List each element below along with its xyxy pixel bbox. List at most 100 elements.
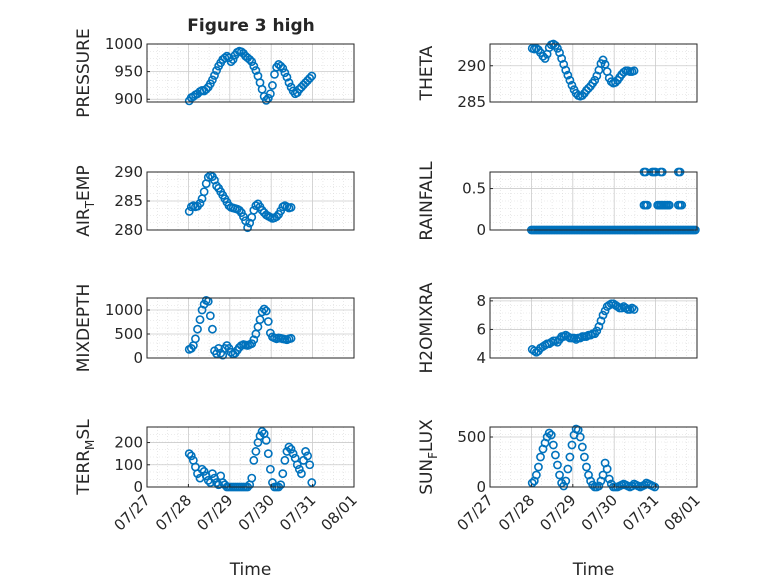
data-point (226, 57, 236, 67)
data-point (563, 464, 573, 474)
x-tick-label: 08/01 (661, 491, 704, 534)
x-axis-label: Time (572, 560, 615, 580)
y-tick-label: 285 (457, 93, 486, 111)
y-tick-label: 290 (457, 57, 486, 75)
y-axis-label: TERRMSL (74, 419, 97, 496)
data-point (251, 66, 261, 75)
data-point (629, 66, 639, 76)
data-point (243, 223, 253, 233)
data-point (307, 478, 317, 487)
y-axis-label: SUNFLUX (417, 419, 440, 495)
data-point (548, 440, 558, 450)
x-tick-label: 07/30 (235, 491, 278, 534)
axes-box (489, 297, 698, 359)
y-tick-label: 0 (133, 349, 143, 367)
data-point (276, 61, 286, 71)
y-tick-label: 0.5 (462, 180, 486, 198)
data-point (257, 427, 267, 436)
data-point (594, 322, 604, 331)
data-point (228, 55, 238, 64)
data-point (565, 452, 575, 462)
subplot-rainfall: 0 0.5 RAINFALL (417, 161, 700, 241)
plot-area (490, 44, 697, 102)
y-tick-label: 0 (476, 478, 486, 496)
data-point (297, 469, 306, 479)
data-point (278, 63, 288, 73)
data-point (577, 442, 587, 452)
data-point (598, 310, 608, 320)
data-point (544, 428, 554, 438)
axes-box (489, 43, 698, 103)
data-point (268, 81, 277, 90)
data-point (307, 71, 317, 81)
data-point (531, 470, 541, 480)
data-point (199, 467, 209, 476)
axes-box (489, 171, 698, 231)
data-point (214, 343, 224, 353)
data-point (261, 306, 271, 316)
x-axis-label: Time (229, 560, 272, 580)
data-point (247, 57, 257, 67)
data-point (592, 326, 602, 336)
data-point (596, 316, 606, 326)
y-tick-label: 500 (114, 325, 143, 343)
data-point (551, 450, 560, 460)
data-point (284, 442, 294, 452)
data-point (193, 324, 202, 334)
data-point (284, 78, 294, 88)
x-tick-label: 07/30 (578, 491, 621, 534)
data-point (265, 89, 275, 99)
data-point (195, 198, 205, 208)
data-point (208, 75, 217, 85)
data-point (261, 95, 271, 105)
data-point (212, 478, 221, 487)
axes-box (146, 426, 355, 488)
data-point (553, 460, 562, 470)
data-point (559, 481, 569, 491)
y-axis-label: AIRTEMP (74, 165, 97, 236)
data-point (278, 469, 288, 479)
y-tick-label: 500 (457, 428, 486, 446)
data-point (205, 311, 215, 321)
y-tick-label: 100 (114, 456, 143, 474)
y-tick-label: 290 (114, 163, 143, 181)
data-point (208, 324, 217, 334)
data-point (251, 201, 261, 211)
axes-box (146, 43, 355, 103)
data-point (245, 55, 255, 64)
data-point (561, 65, 571, 75)
data-point (208, 469, 217, 479)
y-tick-label: 6 (476, 320, 486, 338)
data-point (286, 444, 296, 454)
data-point (249, 61, 259, 71)
x-tick-label: 07/28 (152, 491, 195, 534)
subplot-sun-flux: 0 500 SUNFLUX 07/2707/2807/2907/3007/3108/0… (417, 419, 704, 580)
data-point (288, 449, 298, 459)
x-tick-label: 07/29 (193, 491, 236, 534)
y-tick-label: 200 (114, 434, 143, 452)
data-point (286, 202, 296, 212)
data-point (212, 181, 221, 191)
data-point (565, 75, 575, 85)
data-point (280, 68, 290, 78)
subplot-theta: 285 290 THETA (417, 39, 698, 111)
y-axis-label: H2OMIXRA (417, 282, 437, 373)
data-point (184, 207, 194, 216)
data-point (575, 432, 585, 442)
data-point (301, 447, 310, 456)
data-point (280, 455, 290, 465)
x-tick-label: 07/28 (495, 491, 538, 534)
data-point (197, 464, 207, 474)
y-tick-label: 8 (476, 292, 486, 310)
data-point (184, 449, 194, 459)
data-point (582, 462, 591, 472)
data-point (594, 481, 604, 491)
data-point (201, 84, 211, 94)
data-point (265, 464, 275, 474)
data-point (588, 480, 598, 490)
y-tick-label: 900 (114, 90, 143, 108)
data-point (640, 480, 649, 490)
data-point (263, 449, 273, 459)
data-point (303, 451, 313, 461)
